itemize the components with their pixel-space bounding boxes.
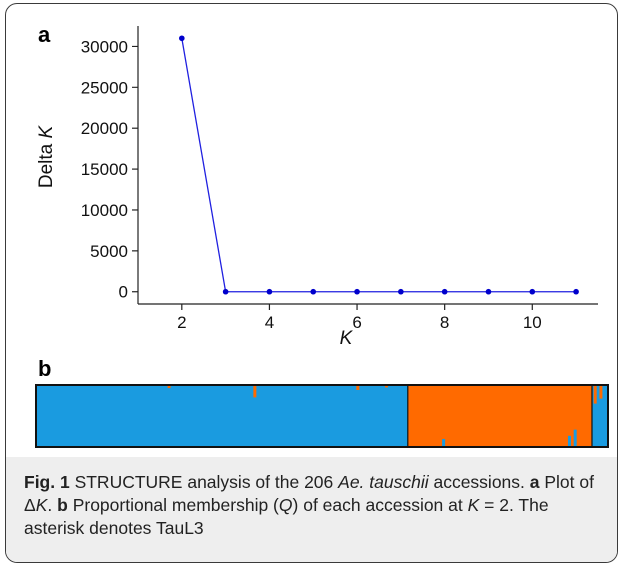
data-point (266, 288, 273, 295)
data-point (485, 288, 492, 295)
admixture-sliver (593, 385, 597, 404)
caption-panel-a: a (529, 472, 540, 492)
caption-text: Proportional membership ( (67, 495, 279, 515)
data-point (529, 288, 536, 295)
panel-b-letter: b (38, 356, 51, 381)
figure-caption: Fig. 1 STRUCTURE analysis of the 206 Ae.… (24, 471, 605, 540)
x-tick-label: 6 (352, 313, 361, 332)
admixture-sliver (167, 385, 171, 389)
caption-text: ) of each accession at (292, 495, 468, 515)
y-axis-title-k: K (36, 125, 57, 139)
caption-area: Fig. 1 STRUCTURE analysis of the 206 Ae.… (6, 457, 617, 562)
data-point (222, 288, 229, 295)
y-tick-label: 20000 (81, 119, 128, 138)
caption-text: . (47, 495, 58, 515)
group-block (407, 385, 592, 447)
group-block (36, 385, 408, 447)
data-point (441, 288, 448, 295)
data-point (573, 288, 579, 295)
caption-panel-b: b (57, 495, 68, 515)
data-point (179, 35, 185, 42)
caption-text: STRUCTURE analysis of the 206 (69, 472, 339, 492)
y-tick-label: 10000 (81, 201, 128, 220)
x-tick-label: 4 (265, 313, 274, 332)
caption-k: K (467, 495, 480, 515)
admixture-sliver (384, 385, 388, 388)
caption-text: accessions. (428, 472, 530, 492)
fig-label: Fig. 1 (24, 472, 70, 492)
x-tick-label: 10 (523, 313, 542, 332)
caption-text: Plot of Δ (24, 472, 594, 515)
plot-border (35, 384, 609, 448)
y-tick-label: 30000 (81, 37, 128, 56)
y-axis-title: Delta K (36, 125, 57, 189)
caption-text: = 2. The asterisk denotes TauL3 (24, 495, 549, 538)
panel-a-letter: a (38, 22, 51, 47)
x-tick-label: 2 (177, 313, 186, 332)
y-tick-label: 15000 (81, 160, 128, 179)
admixture-sliver (573, 429, 577, 447)
admixture-sliver (599, 385, 603, 399)
delta-k-series-line (181, 38, 577, 293)
x-axis-title: K (340, 328, 354, 349)
admixture-sliver (253, 385, 257, 398)
y-tick-label: 5000 (90, 242, 128, 261)
figure-frame: a 0 5000 10000 15000 20000 25000 30000 2 4 6 8 10 K D… (5, 3, 618, 563)
y-axis-title-text: Delta (36, 139, 57, 189)
data-point (398, 288, 404, 295)
caption-q: Q (278, 495, 293, 515)
data-point (310, 288, 317, 295)
admixture-sliver (356, 385, 360, 390)
y-tick-label: 0 (119, 283, 128, 302)
y-tick-label: 25000 (81, 78, 128, 97)
x-tick-label: 8 (440, 313, 449, 332)
caption-species: Ae. tauschii (338, 472, 429, 492)
admixture-sliver (567, 435, 571, 447)
caption-k: K (35, 495, 48, 515)
data-point (354, 288, 360, 295)
admixture-sliver (442, 438, 446, 447)
